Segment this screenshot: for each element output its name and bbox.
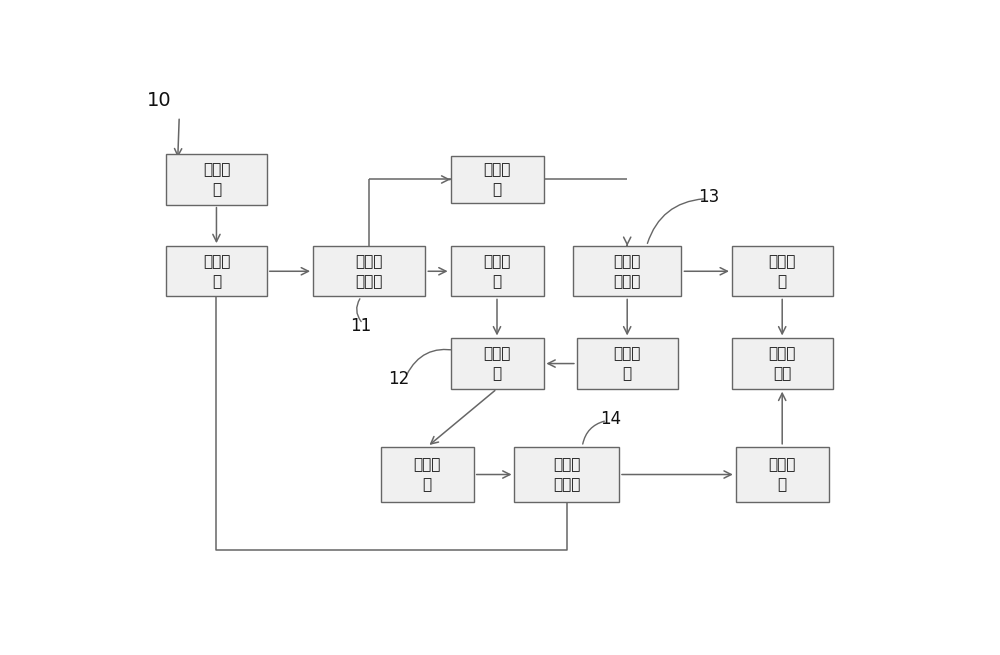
FancyBboxPatch shape <box>450 155 544 204</box>
Text: 控制信
号: 控制信 号 <box>414 457 441 492</box>
Text: 10: 10 <box>147 91 171 110</box>
FancyBboxPatch shape <box>514 447 619 502</box>
Text: 驱动信
号: 驱动信 号 <box>769 457 796 492</box>
Text: 第一电
压: 第一电 压 <box>203 254 230 289</box>
Text: 驱动模
块: 驱动模 块 <box>483 346 511 381</box>
Text: 电压产
生模块: 电压产 生模块 <box>614 254 641 289</box>
FancyBboxPatch shape <box>736 447 829 502</box>
Text: 14: 14 <box>600 410 621 428</box>
Text: 信号产
生模块: 信号产 生模块 <box>553 457 580 492</box>
FancyBboxPatch shape <box>573 246 681 297</box>
FancyBboxPatch shape <box>313 246 425 297</box>
FancyBboxPatch shape <box>732 339 833 389</box>
Text: 12: 12 <box>388 369 410 388</box>
Text: 驱动电
压: 驱动电 压 <box>614 346 641 381</box>
Text: 功率放
大器: 功率放 大器 <box>769 346 796 381</box>
FancyBboxPatch shape <box>577 339 678 389</box>
FancyBboxPatch shape <box>166 246 267 297</box>
Text: 外部电
源: 外部电 源 <box>203 162 230 197</box>
FancyBboxPatch shape <box>732 246 833 297</box>
FancyBboxPatch shape <box>381 447 474 502</box>
FancyBboxPatch shape <box>166 155 267 204</box>
Text: 驱动电
压: 驱动电 压 <box>769 254 796 289</box>
Text: 11: 11 <box>350 317 371 335</box>
FancyBboxPatch shape <box>450 246 544 297</box>
FancyBboxPatch shape <box>450 339 544 389</box>
Text: 13: 13 <box>698 188 720 206</box>
Text: 第二电
压: 第二电 压 <box>483 254 511 289</box>
Text: 电压转
换模块: 电压转 换模块 <box>355 254 383 289</box>
Text: 第二电
压: 第二电 压 <box>483 162 511 197</box>
